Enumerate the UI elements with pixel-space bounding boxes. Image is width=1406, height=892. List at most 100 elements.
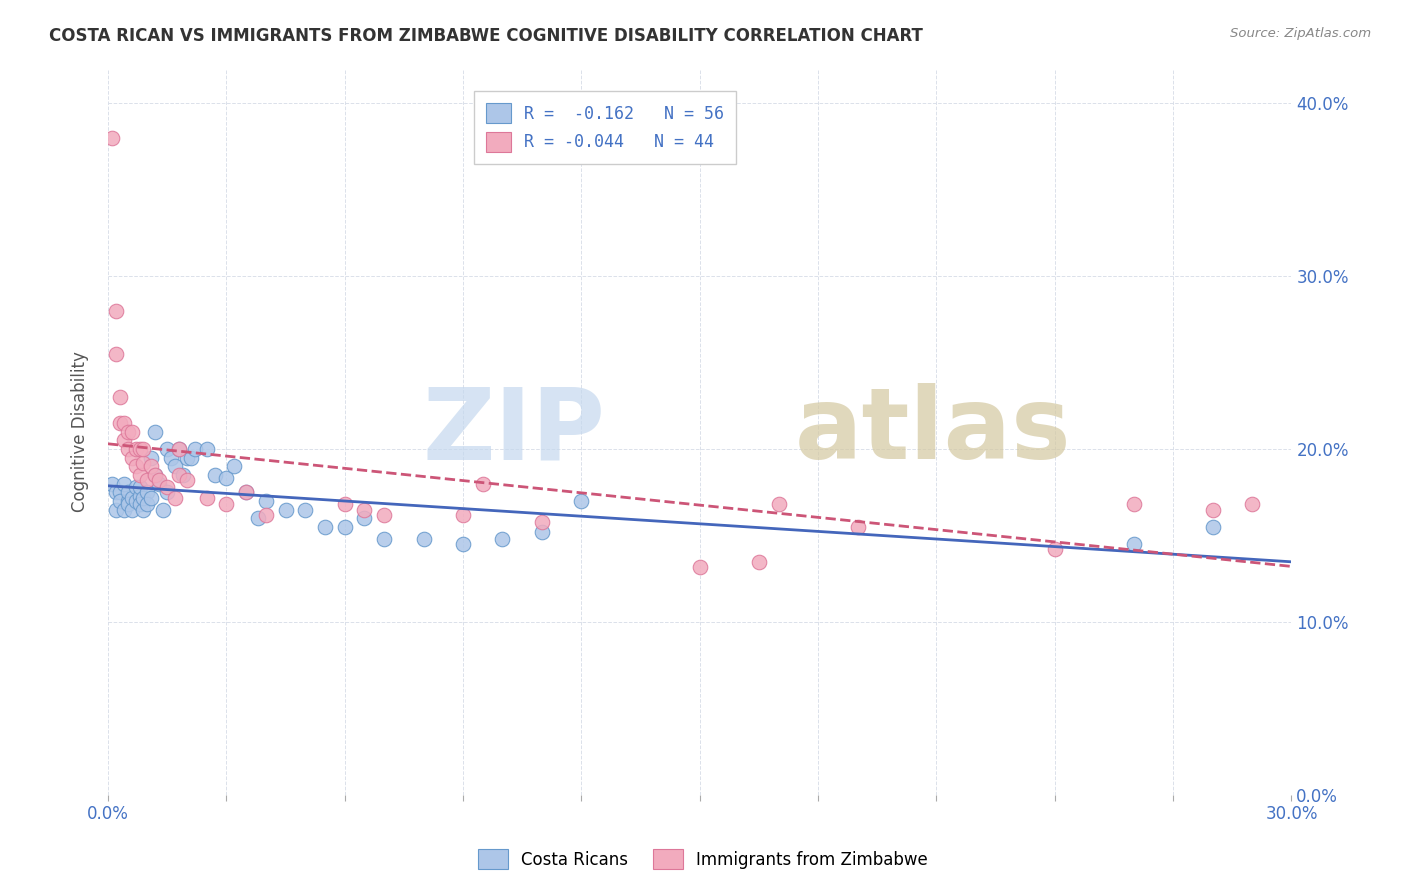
Point [128,480,150,494]
Text: COSTA RICAN VS IMMIGRANTS FROM ZIMBABWE COGNITIVE DISABILITY CORRELATION CHART: COSTA RICAN VS IMMIGRANTS FROM ZIMBABWE … [49,27,924,45]
Point [112,476,135,491]
Point [152,502,174,516]
Point [117,442,139,456]
Point [141,459,163,474]
Point [353,511,375,525]
Point [451,537,474,551]
Point [471,476,494,491]
Point [224,459,246,474]
Legend: R =  -0.162   N = 56, R = -0.044   N = 44: R = -0.162 N = 56, R = -0.044 N = 44 [474,91,735,164]
Point [294,502,316,516]
Point [689,559,711,574]
Point [274,502,297,516]
Point [124,480,146,494]
Point [167,442,190,456]
Point [246,511,269,525]
Point [128,442,150,456]
Point [1240,498,1263,512]
Point [254,508,277,522]
Point [117,485,139,500]
Point [124,442,146,456]
Point [314,520,336,534]
Point [530,525,553,540]
Point [121,450,143,465]
Point [353,502,375,516]
Point [148,473,170,487]
Point [136,498,159,512]
Point [1201,502,1223,516]
Point [136,485,159,500]
Point [748,555,770,569]
Point [184,442,207,456]
Point [176,450,198,465]
Point [195,442,218,456]
Point [117,498,139,512]
Point [104,502,127,516]
Point [141,491,163,505]
Point [160,450,183,465]
Point [530,515,553,529]
Point [101,130,124,145]
Point [132,456,155,470]
Text: atlas: atlas [794,384,1071,480]
Point [143,468,166,483]
Point [1043,542,1066,557]
Point [569,494,592,508]
Point [156,442,179,456]
Point [846,520,869,534]
Point [176,473,198,487]
Point [132,491,155,505]
Point [172,468,194,483]
Point [167,468,190,483]
Point [132,442,155,456]
Point [121,502,143,516]
Point [333,520,356,534]
Point [121,425,143,439]
Point [412,532,434,546]
Point [156,485,179,500]
Point [254,494,277,508]
Point [491,532,513,546]
Point [121,491,143,505]
Point [112,502,135,516]
Point [148,476,170,491]
Point [117,425,139,439]
Point [204,468,226,483]
Point [165,491,187,505]
Point [141,450,163,465]
Point [104,347,127,361]
Point [215,498,238,512]
Point [1122,537,1144,551]
Point [373,508,395,522]
Point [215,471,238,485]
Text: ZIP: ZIP [422,384,605,480]
Point [112,416,135,430]
Point [451,508,474,522]
Point [1201,520,1223,534]
Point [108,390,131,404]
Point [167,442,190,456]
Point [1122,498,1144,512]
Point [108,485,131,500]
Point [117,494,139,508]
Point [108,416,131,430]
Point [136,473,159,487]
Point [101,476,124,491]
Point [104,485,127,500]
Point [128,468,150,483]
Point [108,494,131,508]
Point [156,480,179,494]
Point [235,485,257,500]
Point [768,498,790,512]
Point [373,532,395,546]
Point [143,425,166,439]
Point [195,491,218,505]
Point [112,434,135,448]
Point [180,450,202,465]
Point [143,468,166,483]
Point [128,489,150,503]
Text: Source: ZipAtlas.com: Source: ZipAtlas.com [1230,27,1371,40]
Point [128,498,150,512]
Point [235,485,257,500]
Point [132,502,155,516]
